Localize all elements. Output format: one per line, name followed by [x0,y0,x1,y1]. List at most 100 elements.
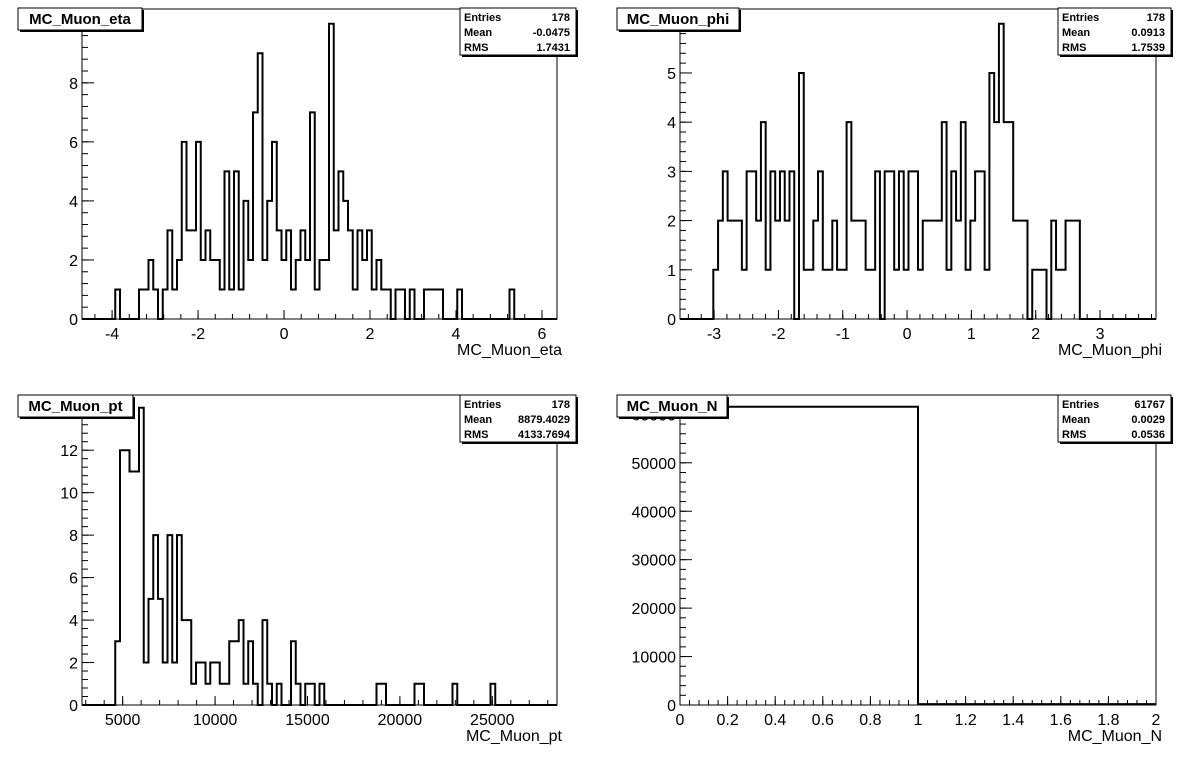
y-tick-label: 40000 [632,504,677,521]
histogram-title: MC_Muon_pt [28,398,122,415]
y-tick-label: 2 [69,253,78,270]
x-axis-label: MC_Muon_phi [1058,342,1162,359]
title-box [616,7,740,31]
stats-label: RMS [1062,42,1086,54]
x-tick-label: 1 [967,326,976,343]
y-tick-label: 4 [667,115,676,132]
x-tick-label: 0.8 [859,712,881,729]
y-tick-label: 0 [667,698,676,715]
stats-label: Mean [1062,27,1090,39]
x-tick-label: 2 [366,326,375,343]
stats-label: Entries [1062,399,1099,411]
stats-value: 1.7431 [536,42,570,54]
y-tick-label: 8 [69,76,78,93]
stats-value: -0.0475 [533,27,570,39]
stats-label: RMS [1062,429,1086,441]
y-tick-label: 3 [667,164,676,181]
x-tick-label: 1.8 [1097,712,1119,729]
x-axis-label: MC_Muon_eta [457,342,562,359]
histogram-title: MC_Muon_phi [627,11,730,28]
y-tick-label: 6 [69,135,78,152]
x-axis-label: MC_Muon_pt [466,728,563,745]
x-tick-label: 25000 [470,712,515,729]
stats-value: 0.0029 [1131,414,1165,426]
histogram-panel-MC_Muon_N: 0 0.2 0.4 0.6 0.8 1 1.2 1.4 1.6 1.8 2 0 10000 20000 30… [616,394,1173,745]
y-tick-label: 8 [69,528,78,545]
stats-box [459,394,577,443]
title-box [17,394,134,418]
y-tick-label: 20000 [632,601,677,618]
stats-value: 61767 [1134,399,1165,411]
stats-label: Entries [1062,12,1099,24]
x-tick-label: 3 [1096,326,1105,343]
x-tick-label: 0.4 [764,712,786,729]
x-tick-label: 20000 [378,712,423,729]
x-tick-label: 1.6 [1050,712,1072,729]
y-tick-label: 4 [69,194,78,211]
x-tick-label: -1 [836,326,850,343]
y-tick-label: 2 [667,214,676,231]
y-tick-label: 6 [69,571,78,588]
x-tick-label: 0 [676,712,685,729]
y-tick-label: 5 [667,66,676,83]
x-tick-label: 0 [280,326,289,343]
y-tick-label: 0 [69,698,78,715]
x-tick-label: 1 [914,712,923,729]
x-tick-label: 4 [452,326,461,343]
x-tick-label: 0.2 [716,712,738,729]
stats-label: RMS [464,42,488,54]
x-tick-label: 15000 [285,712,330,729]
y-tick-label: 10 [60,486,78,503]
x-tick-label: 0.6 [812,712,834,729]
stats-value: 8879.4029 [518,414,570,426]
y-tick-label: 2 [69,656,78,673]
x-tick-label: 10000 [193,712,238,729]
stats-box [459,7,577,56]
stats-value: 0.0913 [1131,27,1165,39]
y-tick-label: 12 [60,443,78,460]
stats-value: 1.7539 [1131,42,1165,54]
y-tick-label: 50000 [632,456,677,473]
y-tick-label: 1 [667,263,676,280]
x-tick-label: 2 [1031,326,1040,343]
stats-label: Entries [464,399,501,411]
histogram-panel-MC_Muon_phi: -3-2-101230123456MC_Muon_phiMC_Muon_phiE… [616,7,1173,359]
stats-label: Entries [464,12,501,24]
x-tick-label: -2 [771,326,785,343]
stats-label: RMS [464,429,488,441]
stats-value: 178 [1147,12,1165,24]
stats-value: 178 [552,12,570,24]
title-box [616,394,728,418]
x-tick-label: 5000 [105,712,141,729]
histogram-panel-MC_Muon_eta: -4-202460246810MC_Muon_etaMC_Muon_etaEnt… [17,7,578,359]
stats-label: Mean [464,27,492,39]
x-tick-label: 1.2 [954,712,976,729]
histogram-line [680,22,1156,320]
title-box [17,7,143,31]
x-tick-label: 6 [538,326,547,343]
stats-value: 4133.7694 [518,429,571,441]
y-tick-label: 4 [69,613,78,630]
histogram-line [82,406,557,706]
stats-value: 0.0536 [1131,429,1165,441]
x-axis-label: MC_Muon_N [1068,728,1162,745]
histogram-title: MC_Muon_eta [29,11,131,28]
x-tick-label: -2 [191,326,205,343]
histogram-line [82,22,557,320]
stats-label: Mean [1062,414,1090,426]
plot-frame [81,394,558,706]
histogram-panel-MC_Muon_pt: 50001000015000200002500002468101214MC_Mu… [17,394,578,745]
y-tick-label: 10000 [632,650,677,667]
x-tick-label: 0 [903,326,912,343]
stats-box [1057,394,1172,443]
x-tick-label: 2 [1152,712,1161,729]
x-tick-label: 1.4 [1002,712,1024,729]
stats-label: Mean [464,414,492,426]
x-tick-label: -4 [105,326,119,343]
stats-box [1057,7,1172,56]
stats-value: 178 [552,399,570,411]
x-tick-label: -3 [707,326,721,343]
histogram-line [680,405,1156,706]
y-tick-label: 0 [69,312,78,329]
histogram-title: MC_Muon_N [627,398,718,415]
